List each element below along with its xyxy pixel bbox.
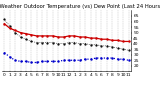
Title: Milwaukee Weather Outdoor Temperature (vs) Dew Point (Last 24 Hours): Milwaukee Weather Outdoor Temperature (v… — [0, 4, 160, 9]
